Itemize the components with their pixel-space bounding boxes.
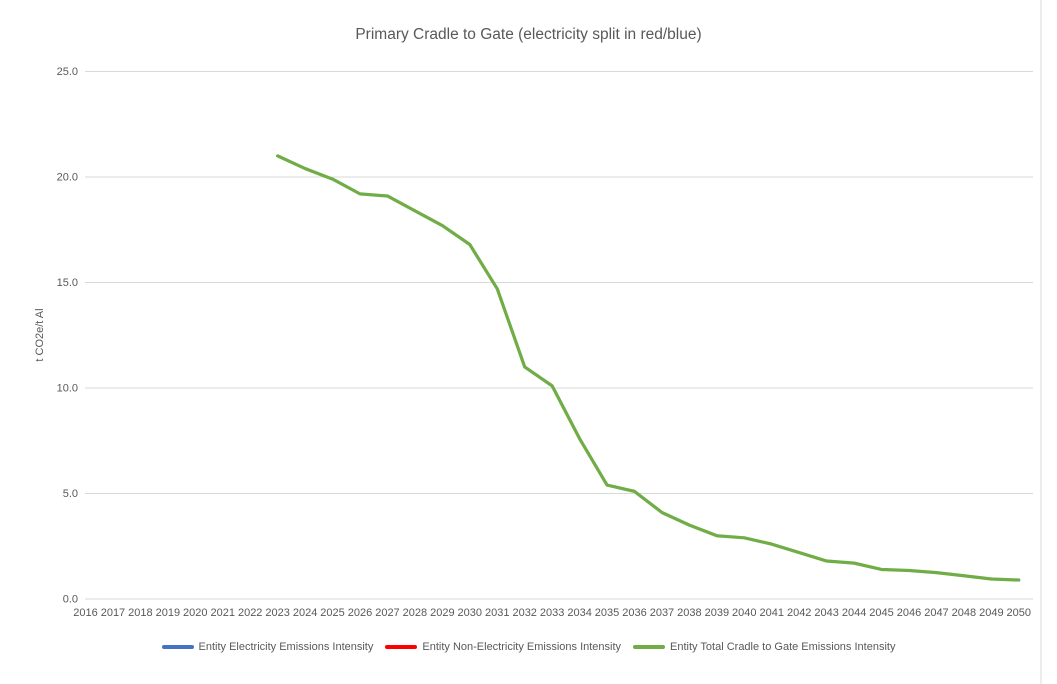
x-tick-label: 2019 [156,607,180,619]
legend-line-marker [385,645,418,649]
x-tick-label: 2027 [375,607,399,619]
legend-item-1: Entity Non-Electricity Emissions Intensi… [385,641,621,653]
y-tick-label: 20.0 [57,172,78,184]
x-tick-label: 2049 [979,607,1003,619]
x-tick-label: 2035 [595,607,619,619]
y-tick-label: 10.0 [57,383,78,395]
x-tick-label: 2031 [485,607,509,619]
x-tick-label: 2024 [293,607,317,619]
x-tick-label: 2020 [183,607,207,619]
x-tick-label: 2050 [1007,607,1031,619]
x-tick-label: 2018 [128,607,152,619]
y-tick-label: 15.0 [57,277,78,289]
x-tick-label: 2034 [567,607,591,619]
x-tick-label: 2030 [458,607,482,619]
x-tick-label: 2016 [73,607,97,619]
y-tick-label: 0.0 [63,594,78,606]
legend-line-marker [161,645,194,649]
legend-line-marker [633,645,666,649]
legend-label: Entity Total Cradle to Gate Emissions In… [670,641,896,653]
x-tick-label: 2022 [238,607,262,619]
legend-item-0: Entity Electricity Emissions Intensity [161,641,374,653]
x-tick-label: 2037 [650,607,674,619]
x-tick-label: 2029 [430,607,454,619]
x-tick-label: 2028 [403,607,427,619]
x-tick-label: 2044 [842,607,866,619]
x-tick-label: 2039 [705,607,729,619]
x-tick-label: 2047 [924,607,948,619]
x-tick-label: 2048 [952,607,976,619]
series-line-2 [276,154,1021,582]
legend-label: Entity Non-Electricity Emissions Intensi… [422,641,622,653]
x-tick-label: 2017 [101,607,125,619]
x-tick-label: 2043 [814,607,838,619]
x-tick-label: 2041 [760,607,784,619]
chart-title: Primary Cradle to Gate (electricity spli… [355,26,702,43]
x-tick-label: 2033 [540,607,564,619]
x-tick-label: 2021 [211,607,235,619]
legend-item-2: Entity Total Cradle to Gate Emissions In… [633,641,895,653]
x-tick-label: 2026 [348,607,372,619]
x-tick-label: 2023 [265,607,289,619]
y-tick-label: 5.0 [63,488,78,500]
x-tick-label: 2032 [512,607,536,619]
x-tick-label: 2040 [732,607,756,619]
x-tick-label: 2046 [897,607,921,619]
legend: Entity Electricity Emissions Intensity En… [0,641,1057,653]
x-tick-label: 2042 [787,607,811,619]
legend-label: Entity Electricity Emissions Intensity [198,641,374,653]
x-tick-label: 2036 [622,607,646,619]
x-tick-label: 2025 [320,607,344,619]
x-tick-label: 2038 [677,607,701,619]
x-tick-label: 2045 [869,607,893,619]
y-axis-title: t CO2e/t Al [34,308,46,362]
y-tick-label: 25.0 [57,66,78,78]
